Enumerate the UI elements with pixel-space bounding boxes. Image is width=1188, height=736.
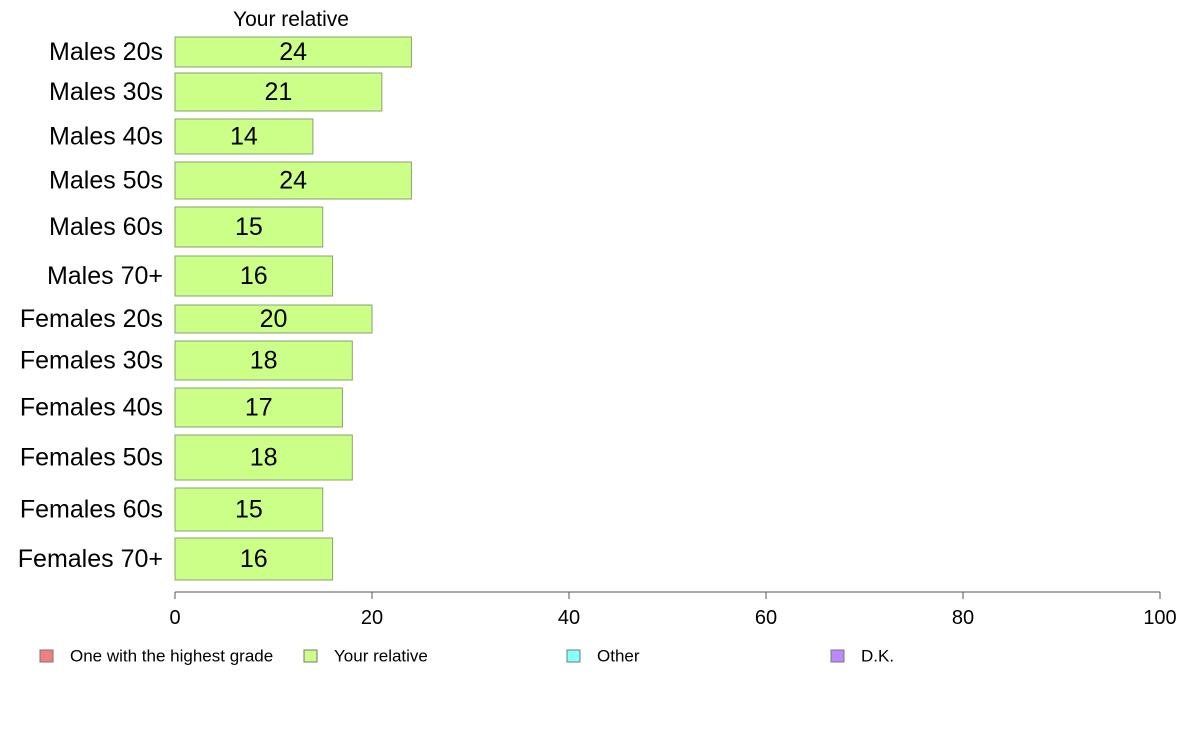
category-label: Males 50s (49, 167, 163, 195)
bar (174, 36, 412, 68)
bars-layer: Males 20s 24 Males 30s 21 Males 40s 14 Males 5… (18, 36, 412, 581)
x-tick-label: 40 (558, 607, 580, 629)
chart-title: Your relative (233, 8, 349, 31)
bar (174, 387, 343, 428)
bar (174, 537, 334, 581)
bar (174, 161, 412, 200)
legend: One with the highest grade Your relative O… (39, 647, 894, 666)
legend-label: Your relative (334, 647, 428, 666)
bar-value-label: 21 (265, 78, 293, 106)
bar (174, 340, 353, 381)
category-label: Females 20s (20, 305, 163, 333)
bar (174, 434, 353, 481)
bar-value-label: 15 (235, 213, 263, 241)
x-tick-label: 80 (952, 607, 974, 629)
bar-value-label: 16 (240, 262, 268, 290)
bar-value-label: 20 (260, 305, 288, 333)
category-label: Females 40s (20, 394, 163, 422)
category-label: Females 30s (20, 347, 163, 375)
bar-value-label: 15 (235, 496, 263, 524)
legend-label: Other (597, 647, 640, 666)
bar-value-label: 24 (279, 38, 307, 66)
bar (174, 72, 383, 112)
x-tick-label: 60 (755, 607, 777, 629)
legend-swatch (830, 649, 845, 663)
legend-swatch (566, 649, 581, 663)
bar (174, 304, 373, 334)
bar-value-label: 14 (230, 123, 258, 151)
category-label: Males 40s (49, 123, 163, 151)
legend-swatch (303, 649, 318, 663)
bar (174, 118, 314, 155)
category-label: Females 50s (20, 444, 163, 472)
x-tick-label: 100 (1143, 607, 1176, 629)
bar-value-label: 18 (250, 347, 278, 375)
bar-value-label: 18 (250, 444, 278, 472)
bar (174, 206, 324, 248)
legend-label: One with the highest grade (70, 647, 273, 666)
legend-swatch (39, 649, 54, 663)
x-tick-label: 20 (361, 607, 383, 629)
bar-value-label: 16 (240, 545, 268, 573)
bar (174, 487, 324, 532)
x-axis: 0 20 40 60 80 100 (169, 591, 1177, 629)
category-label: Males 60s (49, 213, 163, 241)
category-label: Males 30s (49, 78, 163, 106)
category-label: Females 60s (20, 496, 163, 524)
category-label: Males 20s (49, 38, 163, 66)
bar (174, 255, 334, 297)
bar-value-label: 24 (279, 167, 307, 195)
bar-value-label: 17 (245, 394, 273, 422)
legend-label: D.K. (861, 647, 894, 666)
category-label: Females 70+ (18, 545, 163, 573)
category-label: Males 70+ (47, 262, 163, 290)
x-tick-label: 0 (169, 607, 180, 629)
